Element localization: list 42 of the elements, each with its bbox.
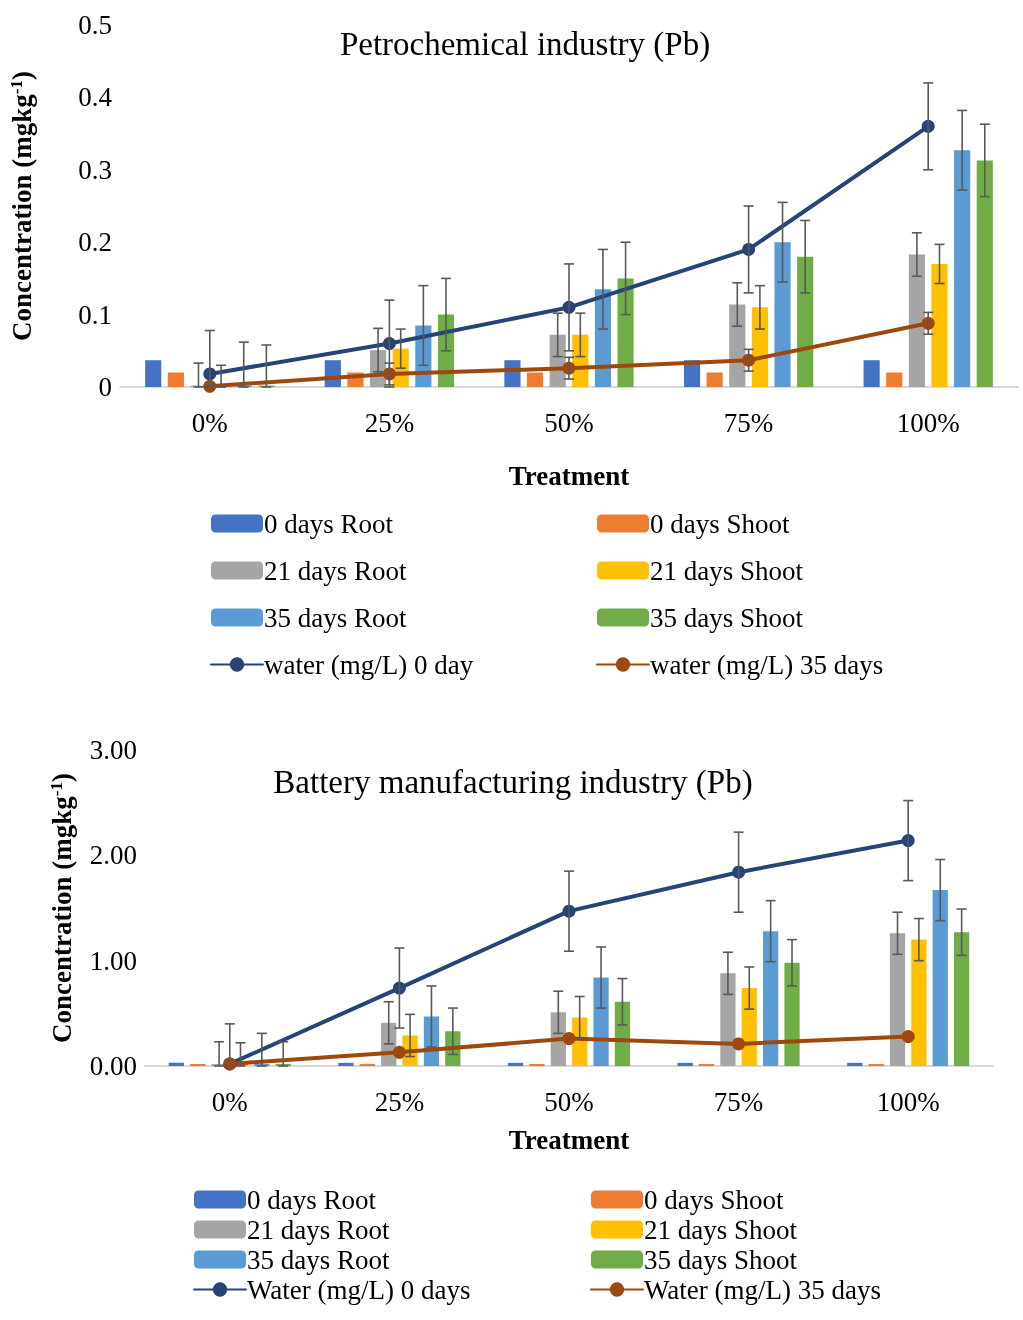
y-tick-label: 1.00 <box>89 945 137 976</box>
x-tick-label: 50% <box>544 1086 594 1117</box>
x-tick-label: 75% <box>713 1086 764 1117</box>
x-tick-label: 0% <box>211 1086 248 1117</box>
legend-label: 21 days Shoot <box>650 555 804 586</box>
legend-label: 0 days Root <box>247 1184 377 1215</box>
x-tick-label: 100% <box>876 1086 940 1117</box>
y-tick-label: 0 <box>98 372 112 402</box>
legend-label: 35 days Root <box>247 1244 390 1275</box>
x-tick-label: 0% <box>191 407 228 438</box>
y-tick-label: 0.1 <box>78 299 112 330</box>
y-tick-label: 3.00 <box>89 735 137 765</box>
legend-label: 0 days Root <box>264 508 394 539</box>
y-tick-label: 0.2 <box>78 227 112 258</box>
y-tick-label: 2.00 <box>89 840 137 871</box>
x-axis-title: Treatment <box>508 1124 630 1155</box>
y-tick-label: 0.00 <box>89 1051 137 1081</box>
legend-label: 35 days Shoot <box>644 1244 798 1275</box>
x-tick-label: 25% <box>364 407 415 438</box>
x-tick-label: 25% <box>374 1086 425 1117</box>
legend-label: 21 days Root <box>264 555 407 586</box>
legend-label: water (mg/L) 35 days <box>650 649 884 680</box>
x-tick-label: 50% <box>544 407 594 438</box>
legend-label: 21 days Shoot <box>644 1214 798 1245</box>
y-tick-label: 0.5 <box>78 10 112 40</box>
y-tick-label: 0.4 <box>78 82 113 113</box>
y-tick-label: 0.3 <box>78 154 112 185</box>
legend-label: 35 days Shoot <box>650 602 804 633</box>
legend-label: Water (mg/L) 0 days <box>247 1274 471 1305</box>
chart-title: Petrochemical industry (Pb) <box>339 25 711 63</box>
y-axis-title: Concentration (mgkg-1) <box>6 71 37 341</box>
legend-label: Water (mg/L) 35 days <box>644 1274 882 1305</box>
y-axis-title: Concentration (mgkg-1) <box>46 773 77 1043</box>
chart-title: Battery manufacturing industry (Pb) <box>273 763 753 801</box>
legend-label: 0 days Shoot <box>644 1184 785 1215</box>
legend-label: water (mg/L) 0 day <box>264 649 474 680</box>
legend-label: 21 days Root <box>247 1214 390 1245</box>
legend-label: 35 days Root <box>264 602 407 633</box>
x-axis-title: Treatment <box>508 460 630 491</box>
x-tick-label: 75% <box>723 407 774 438</box>
legend-label: 0 days Shoot <box>650 508 791 539</box>
x-tick-label: 100% <box>896 407 960 438</box>
